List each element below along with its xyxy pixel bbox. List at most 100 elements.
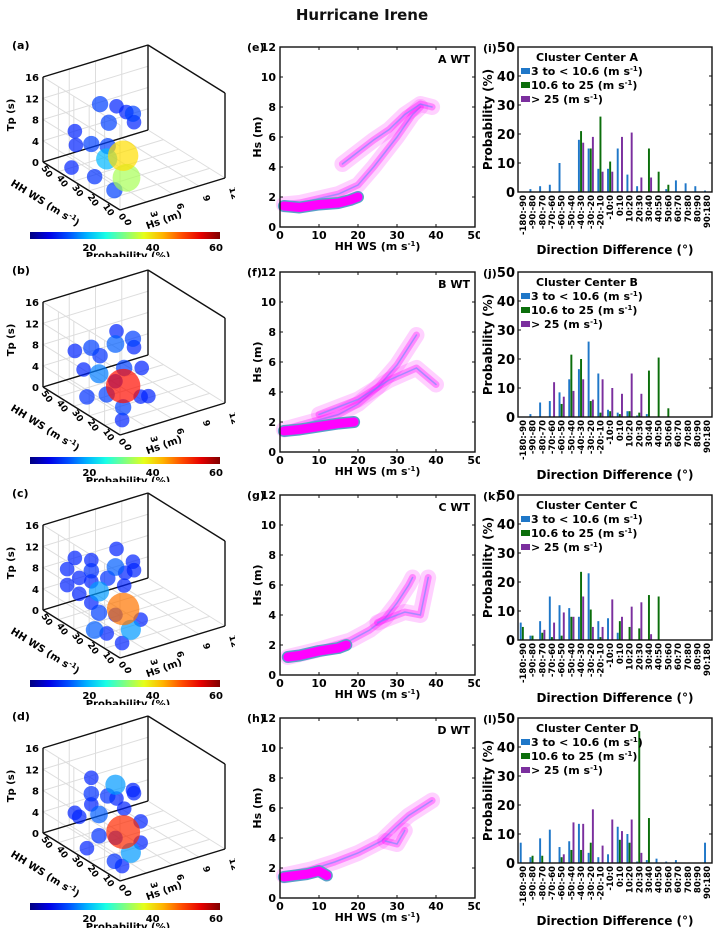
gridline: [121, 585, 200, 635]
density-core: [279, 192, 363, 212]
x-tick-label: 0: [276, 900, 284, 913]
y-tick-label: 0: [268, 446, 276, 459]
scatter-point: [114, 635, 130, 651]
panel-annotation: B WT: [438, 278, 470, 291]
bar: [599, 637, 602, 640]
y-tick-label: 40: [54, 845, 69, 861]
y-tick-label: 50: [497, 41, 515, 56]
y-tick-label: 30: [69, 854, 84, 870]
x-tick-label: 12: [226, 411, 235, 426]
x-tick-label: -90:-80: [529, 866, 539, 900]
bar: [609, 161, 612, 192]
colorbar: 20 40 60 Probability (%): [30, 232, 223, 257]
x-tick-label: -90:-80: [529, 195, 539, 229]
y-tick-label: 10: [261, 71, 277, 84]
bar: [621, 616, 623, 640]
x-tick-label: 30: [389, 229, 405, 242]
bar: [553, 382, 556, 417]
x-tick-label: 50:60: [664, 195, 674, 222]
panel-label: (g): [247, 489, 265, 502]
box-edge: [119, 177, 226, 211]
scatter-point: [89, 364, 109, 384]
bar: [560, 403, 563, 417]
legend-swatch: [521, 544, 530, 550]
y-tick-label: 12: [261, 41, 276, 54]
y-tick-label: 10: [497, 828, 515, 843]
box-edge: [147, 44, 226, 94]
legend-entry: 3 to < 10.6 (m s-1): [531, 513, 643, 526]
y-tick-label: 40: [54, 399, 69, 415]
bar: [587, 148, 590, 192]
bar: [558, 847, 561, 863]
box-edge: [147, 269, 226, 319]
bar: [630, 373, 633, 417]
scatter-point: [112, 163, 141, 192]
y-tick-label: 4: [268, 386, 276, 399]
x-tick-label: 0:10: [616, 195, 626, 216]
y-tick-label: 8: [268, 549, 276, 562]
x-tick-label: 70:80: [684, 866, 694, 893]
bar: [667, 184, 670, 192]
x-tick-label: 50: [467, 677, 480, 690]
bar: [597, 857, 600, 863]
x-tick-label: -80:-70: [538, 420, 548, 454]
x-tick-label: 30: [389, 454, 405, 467]
x-tick-label: 60:70: [674, 866, 684, 893]
colorbar-tick-label: 20: [82, 914, 96, 925]
bar: [599, 412, 602, 417]
bar: [638, 731, 641, 863]
x-tick-label: -20:-10: [596, 195, 606, 229]
density-field: [275, 327, 444, 438]
x-tick-label: -80:-70: [538, 195, 548, 229]
legend-swatch: [521, 96, 530, 102]
bar: [630, 606, 633, 640]
x-tick-label: 50: [467, 229, 480, 242]
bar: [597, 373, 600, 417]
z-tick-label: 0: [32, 606, 39, 617]
y-tick-label: 30: [497, 547, 515, 562]
bar: [667, 408, 670, 417]
x-tick-label: 20:30: [635, 420, 645, 447]
box-edge: [42, 832, 121, 882]
x-tick-label: -10:0: [606, 195, 616, 220]
plot-frame: [517, 271, 713, 418]
scatter-point: [71, 809, 87, 825]
heatmap-panel-1: (f) 0 10 20 30 40 50 0 2 4 6 8 10 12 HH WS (m s-1) Hs (…: [247, 266, 480, 478]
legend-swatch: [521, 68, 530, 74]
scatter-point: [124, 105, 142, 122]
heatmap-panel-0: (e) 0 10 20 30 40 50 0 2 4 6 8 10 12 HH WS (m s-1) Hs (…: [247, 41, 480, 253]
bar: [553, 622, 556, 640]
bar: [657, 596, 660, 640]
y-tick-label: 0: [506, 634, 515, 649]
x-tick-label: 6: [174, 427, 185, 436]
colorbar-gradient: [30, 680, 220, 687]
z-tick-label: 12: [25, 94, 39, 105]
y-tick-label: 30: [497, 324, 515, 339]
legend: Cluster Center A3 to < 10.6 (m s-1)10.6 …: [521, 51, 643, 106]
box-edge: [42, 44, 149, 78]
bar: [591, 809, 594, 863]
box-edge: [42, 269, 149, 303]
x-tick-label: -180:-90: [519, 643, 529, 683]
x-tick-label: 30:40: [645, 866, 655, 893]
legend-title: Cluster Center B: [536, 276, 638, 289]
y-tick-label: 40: [54, 622, 69, 638]
x-tick-label: -40:-30: [577, 866, 587, 900]
z-tick-label: 4: [32, 137, 39, 148]
x-tick-label: 0:10: [616, 420, 626, 441]
density-ridge-core: [376, 576, 429, 624]
bar: [587, 341, 590, 417]
x-tick-label: -30:-20: [587, 643, 597, 677]
y-tick-label: 0: [268, 221, 276, 234]
colorbar-tick-label: 20: [82, 243, 96, 254]
bar: [607, 854, 609, 863]
bar: [599, 116, 602, 192]
scatter-point: [68, 137, 84, 153]
legend-title: Cluster Center D: [536, 722, 639, 735]
x-tick-label: -60:-50: [558, 866, 568, 900]
z-axis-label: Tp (s): [6, 770, 17, 803]
scatter-point: [106, 853, 123, 870]
x-tick-label: 0: [121, 443, 132, 452]
